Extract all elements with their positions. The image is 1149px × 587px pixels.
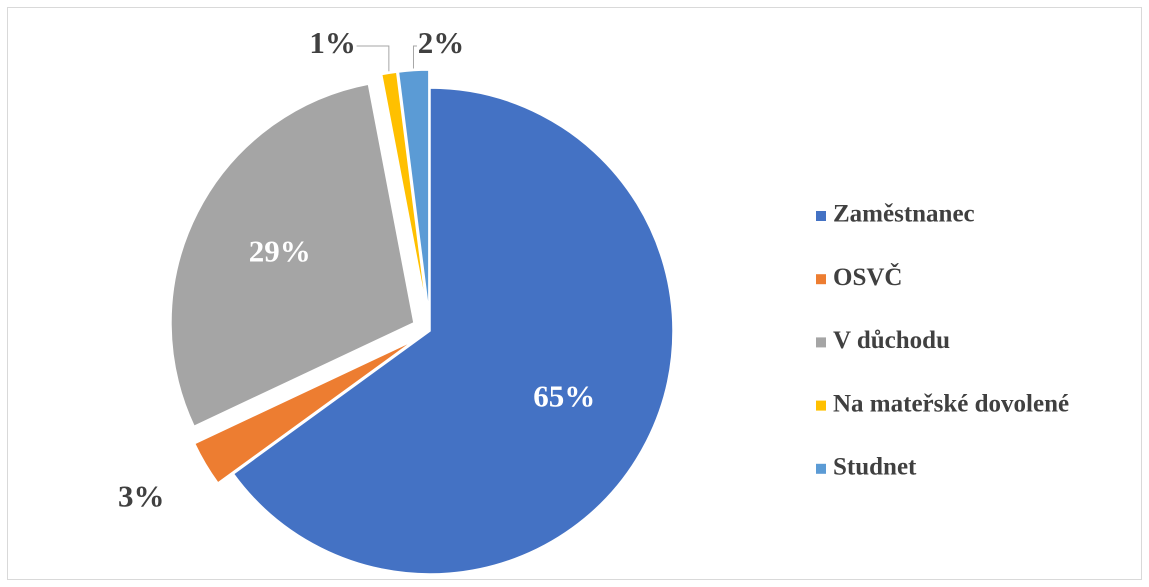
pie-slice xyxy=(232,87,674,575)
pie-slice xyxy=(170,83,415,428)
legend-swatch xyxy=(816,337,826,348)
data-label: 1% xyxy=(309,25,356,60)
legend-swatch xyxy=(816,400,826,411)
data-label: 3% xyxy=(118,478,165,513)
legend-label: Zaměstnanec xyxy=(833,201,975,228)
leader-line xyxy=(356,45,390,72)
legend-swatch xyxy=(816,211,826,221)
data-label: 65% xyxy=(533,379,595,414)
legend-label: Studnet xyxy=(833,454,917,481)
legend-label: V důchodu xyxy=(833,327,950,354)
leader-line xyxy=(412,45,417,69)
pie-slice xyxy=(380,71,428,314)
data-label: 29% xyxy=(249,234,311,269)
legend-swatch xyxy=(816,463,826,474)
pie-slice xyxy=(397,69,430,314)
pie-slice xyxy=(193,339,415,485)
legend-swatch xyxy=(816,274,826,285)
legend-label: OSVČ xyxy=(833,262,902,291)
legend-label: Na mateřské dovolené xyxy=(833,390,1069,417)
data-label: 2% xyxy=(418,25,465,60)
